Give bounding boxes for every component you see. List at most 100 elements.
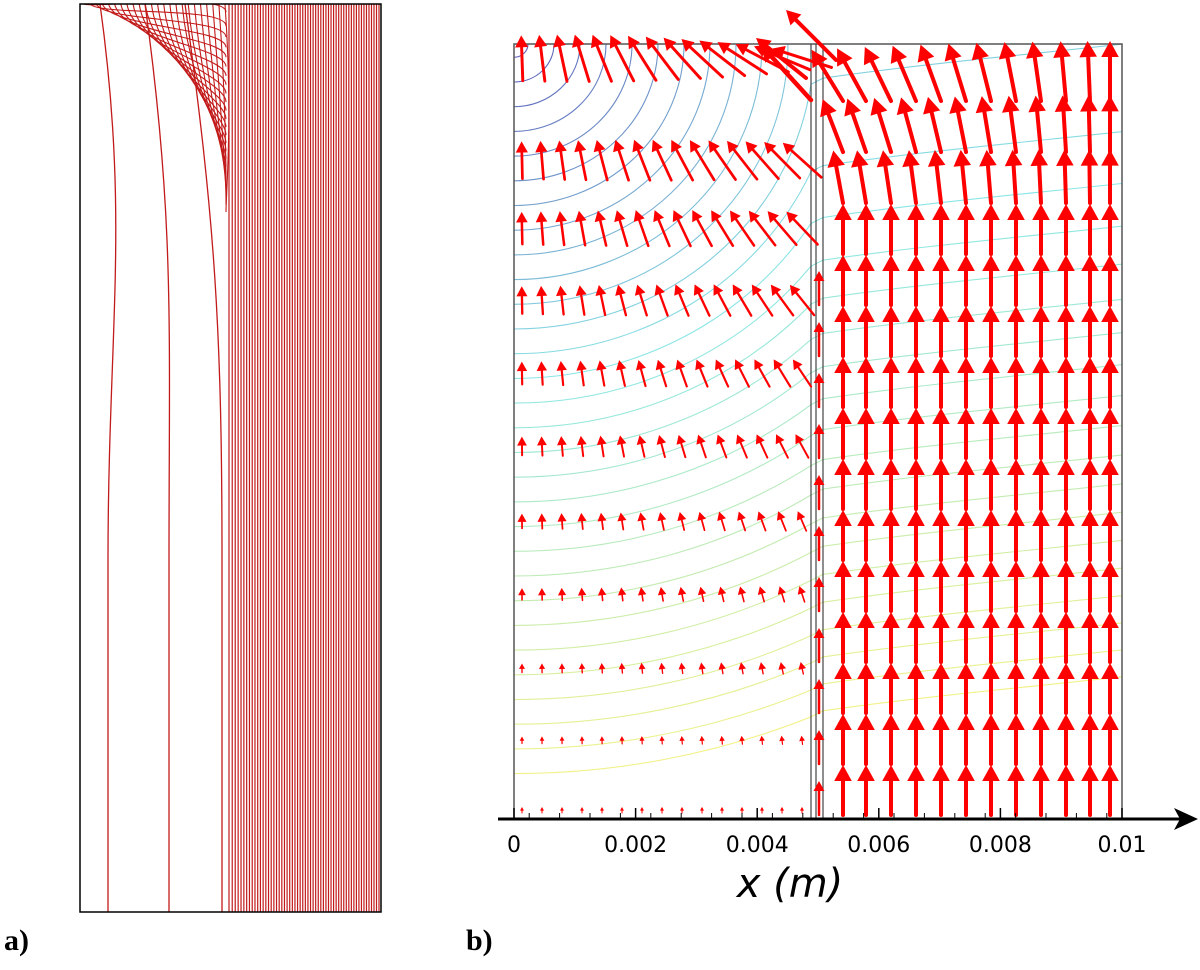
vector-arrowhead bbox=[786, 10, 802, 26]
vector-arrowhead bbox=[1032, 204, 1050, 220]
vector-arrowhead bbox=[834, 765, 852, 781]
vector-arrowhead bbox=[857, 255, 875, 271]
vector-arrowhead bbox=[616, 360, 627, 371]
vector-arrowhead bbox=[1026, 41, 1044, 59]
vector-arrowhead bbox=[657, 512, 667, 522]
vector-arrowhead bbox=[820, 99, 837, 118]
vector-arrowhead bbox=[944, 43, 962, 62]
vector-arrowhead bbox=[677, 586, 687, 596]
vector-arrowhead bbox=[813, 781, 825, 791]
vector-arrowhead bbox=[1004, 149, 1023, 167]
vector-arrowhead bbox=[844, 98, 861, 117]
field-line bbox=[126, 4, 227, 85]
vector-arrow bbox=[576, 44, 591, 83]
vector-arrowhead bbox=[896, 97, 914, 116]
vector-arrowhead bbox=[1057, 255, 1075, 271]
vector-arrowhead bbox=[982, 561, 1000, 577]
vector-arrowhead bbox=[882, 255, 900, 271]
vector-arrowhead bbox=[923, 96, 941, 115]
vector-arrow bbox=[718, 366, 730, 388]
vector-arrowhead bbox=[737, 586, 747, 596]
vector-arrowhead bbox=[857, 765, 875, 781]
vector-arrow bbox=[798, 441, 810, 459]
vector-arrowhead bbox=[1007, 510, 1025, 526]
vector-arrowhead bbox=[1002, 95, 1020, 113]
field-line bbox=[132, 4, 227, 94]
vector-arrow bbox=[978, 56, 993, 103]
vector-arrowhead bbox=[932, 255, 950, 271]
vector-arrowhead bbox=[699, 806, 705, 811]
vector-arrow bbox=[1086, 55, 1092, 103]
vector-arrowhead bbox=[732, 284, 743, 296]
vector-arrowhead bbox=[1101, 459, 1119, 475]
vector-arrowhead bbox=[1057, 612, 1075, 628]
vector-arrowhead bbox=[577, 512, 587, 522]
vector-arrowhead bbox=[1080, 149, 1099, 166]
vector-arrowhead bbox=[1030, 149, 1049, 167]
vector-arrowhead bbox=[656, 435, 667, 445]
vector-arrowhead bbox=[834, 459, 852, 475]
vector-arrowhead bbox=[579, 806, 585, 811]
vector-arrowhead bbox=[598, 663, 606, 670]
vector-arrowhead bbox=[534, 34, 548, 48]
vector-arrow bbox=[676, 218, 692, 248]
vector-arrowhead bbox=[699, 40, 713, 53]
vector-arrowhead bbox=[1101, 41, 1119, 57]
vector-arrow bbox=[857, 164, 868, 205]
vector-arrowhead bbox=[1101, 714, 1119, 730]
vector-arrowhead bbox=[557, 436, 567, 446]
vector-arrowhead bbox=[957, 765, 975, 781]
vector-arrow bbox=[696, 218, 713, 248]
vector-arrowhead bbox=[1081, 408, 1099, 424]
field-line bbox=[175, 4, 227, 152]
x-axis-arrowhead-icon bbox=[1174, 808, 1198, 830]
vector-arrowhead bbox=[792, 359, 803, 371]
vector-arrowhead bbox=[1081, 765, 1099, 781]
vector-arrowhead bbox=[519, 736, 525, 741]
vector-arrow bbox=[741, 593, 745, 603]
vector-arrow bbox=[985, 163, 993, 205]
vector-arrowhead bbox=[907, 714, 925, 730]
vector-arrow bbox=[801, 592, 806, 603]
x-axis-tick-label: 0.004 bbox=[726, 833, 789, 858]
vector-arrowhead bbox=[857, 306, 875, 322]
vector-arrowhead bbox=[574, 140, 587, 153]
vector-arrowhead bbox=[1007, 561, 1025, 577]
field-line bbox=[99, 4, 117, 912]
vector-arrow bbox=[1062, 163, 1068, 205]
vector-arrowhead bbox=[811, 49, 828, 69]
vector-arrow bbox=[675, 148, 695, 182]
vector-arrowhead bbox=[734, 359, 745, 371]
vector-arrowhead bbox=[617, 512, 627, 522]
vector-arrow bbox=[1061, 109, 1068, 154]
vector-arrow bbox=[540, 369, 544, 386]
vector-arrow bbox=[741, 668, 744, 675]
vector-arrowhead bbox=[1054, 95, 1073, 112]
vector-arrow bbox=[660, 519, 665, 531]
vector-arrow bbox=[639, 368, 647, 388]
vector-arrowhead bbox=[751, 284, 762, 296]
vector-arrowhead bbox=[1007, 408, 1025, 424]
vector-arrow bbox=[618, 219, 629, 247]
vector-arrow bbox=[700, 518, 706, 532]
vector-arrowhead bbox=[1057, 408, 1075, 424]
vector-arrowhead bbox=[1101, 255, 1119, 271]
vector-arrowhead bbox=[717, 586, 727, 596]
vector-arrow bbox=[797, 366, 813, 388]
vector-arrowhead bbox=[813, 679, 825, 689]
vector-arrowhead bbox=[932, 561, 950, 577]
vector-arrowhead bbox=[537, 513, 547, 522]
vector-arrow bbox=[599, 219, 608, 247]
vector-arrow bbox=[770, 148, 802, 180]
vector-arrowhead bbox=[882, 510, 900, 526]
vector-arrowhead bbox=[907, 663, 925, 679]
vector-arrowhead bbox=[982, 255, 1000, 271]
vector-arrowhead bbox=[857, 561, 875, 577]
vector-arrowhead bbox=[1101, 765, 1119, 781]
vector-arrowhead bbox=[789, 284, 801, 297]
vector-arrowhead bbox=[675, 359, 686, 371]
vector-arrowhead bbox=[1032, 459, 1050, 475]
vector-arrow bbox=[756, 291, 774, 317]
vector-arrowhead bbox=[557, 587, 567, 596]
vector-arrowhead bbox=[932, 765, 950, 781]
